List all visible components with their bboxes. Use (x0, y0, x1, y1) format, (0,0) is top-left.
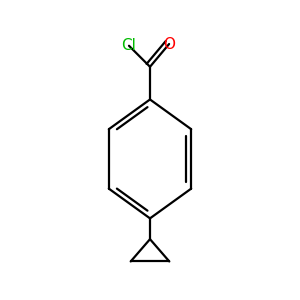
Text: O: O (163, 37, 175, 52)
Text: Cl: Cl (122, 38, 136, 53)
